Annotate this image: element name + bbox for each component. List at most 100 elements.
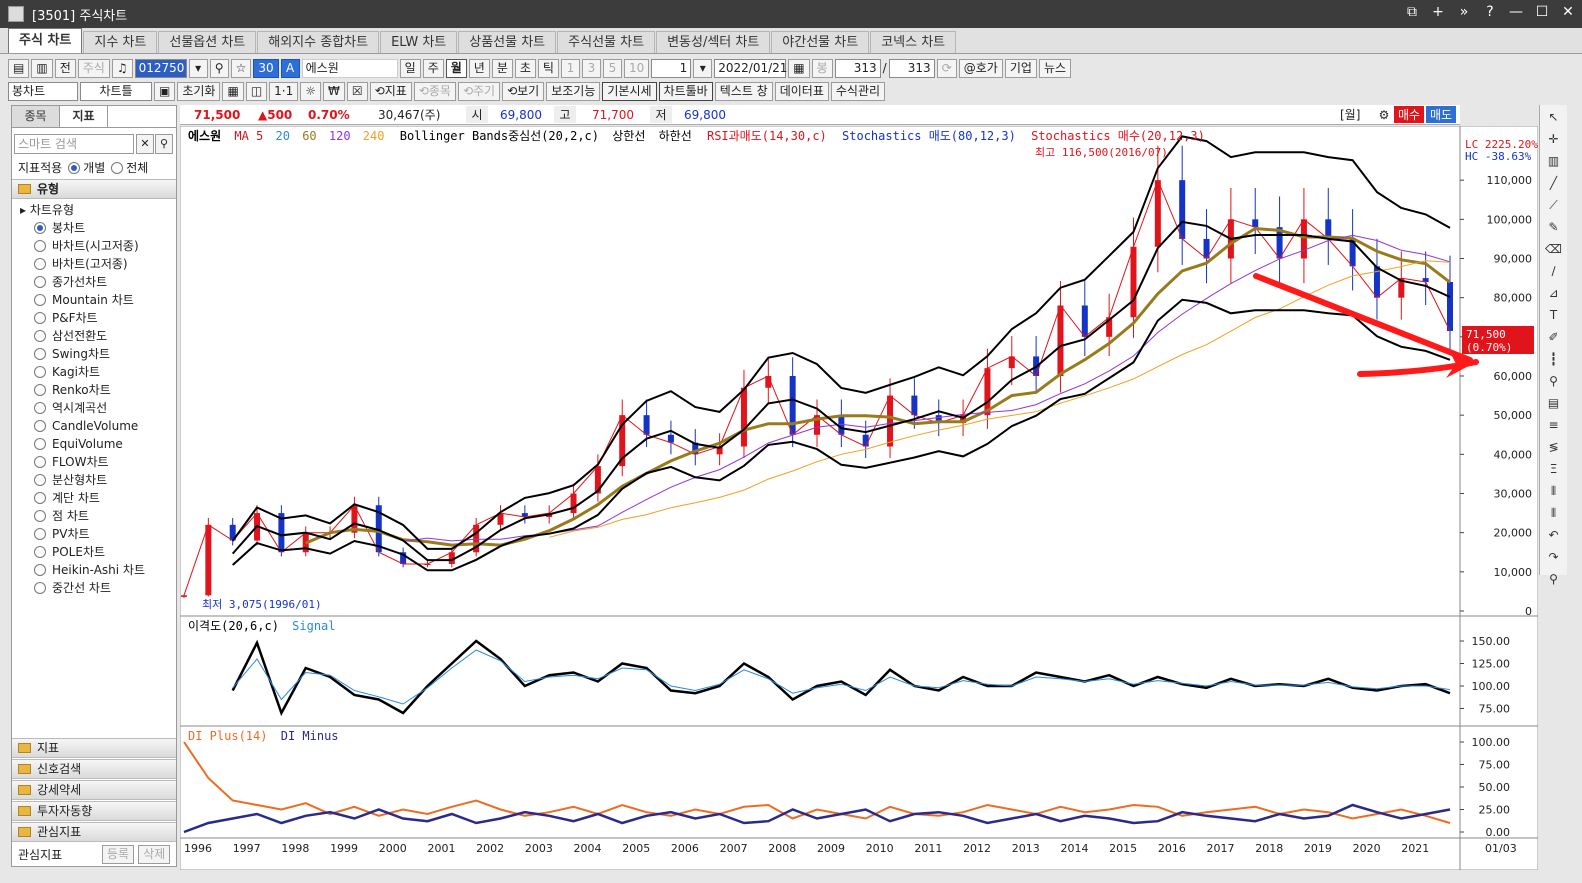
tab-elw[interactable]: ELW 차트 (380, 31, 458, 53)
zoom-icon[interactable]: ⚲ (1549, 572, 1558, 586)
vertical-lines-icon[interactable]: ⦀ (1550, 484, 1557, 498)
period-button[interactable]: ⟲주기 (457, 81, 501, 101)
company-button[interactable]: 기업 (1004, 58, 1037, 78)
grid-icon[interactable]: ▦ (222, 81, 244, 101)
register-button[interactable]: 등록 (102, 844, 135, 864)
bong-count-input[interactable]: 313 (834, 58, 881, 78)
data-table-button[interactable]: 데이터표 (774, 81, 829, 101)
count-input[interactable]: 1 (651, 58, 692, 78)
scope-individual-radio[interactable]: 개별 (68, 159, 105, 176)
basic-quote-button[interactable]: 기본시세 (602, 81, 657, 101)
eraser-icon[interactable]: ⌫ (1545, 242, 1562, 256)
buy-button[interactable]: 매수 (1394, 106, 1424, 123)
scope-all-radio[interactable]: 전체 (111, 159, 148, 176)
cycle-lines-icon[interactable]: ⦀ (1550, 506, 1557, 520)
redo-icon[interactable]: ↷ (1548, 550, 1559, 564)
stock-button[interactable]: 주식 (77, 58, 110, 78)
chart-type-option[interactable]: 삼선전환도 (20, 327, 170, 345)
code-dropdown-icon[interactable]: ▾ (188, 58, 208, 78)
line-icon[interactable]: ∕ (1551, 264, 1556, 278)
zigzag-icon[interactable]: ≶ (1548, 440, 1559, 454)
chart-type-option[interactable]: 역시계곡선 (20, 399, 170, 417)
group-favorites[interactable]: 관심지표 (12, 822, 176, 842)
chart-type-option[interactable]: Swing차트 (20, 345, 170, 363)
period-second[interactable]: 초 (514, 58, 536, 78)
group-investor[interactable]: 투자자동향 (12, 801, 176, 821)
magnify-icon[interactable]: ⚲ (1549, 374, 1558, 388)
chart-type-option[interactable]: 바차트(고저종) (20, 255, 170, 273)
hoga-button[interactable]: @호가 (958, 58, 1003, 78)
popout-icon[interactable]: ⧉ (1407, 4, 1417, 20)
news-button[interactable]: 뉴스 (1038, 58, 1072, 78)
chart-type-option[interactable]: 점 차트 (20, 507, 170, 525)
tab-volatility[interactable]: 변동성/섹터 차트 (656, 31, 771, 53)
num30-button[interactable]: 30 (253, 58, 279, 78)
period-month[interactable]: 월 (445, 58, 467, 78)
layout-icon[interactable]: ▤ (8, 58, 30, 78)
one-one-button[interactable]: 1·1 (269, 81, 299, 101)
count-5[interactable]: 5 (602, 58, 622, 78)
chart-type-option[interactable]: FLOW차트 (20, 453, 170, 471)
favorite-icon[interactable]: ☆ (230, 58, 252, 78)
text-window-button[interactable]: 텍스트 창 (714, 81, 773, 101)
chart-type-option[interactable]: P&F차트 (20, 309, 170, 327)
ray-icon[interactable]: ⟋ (1549, 198, 1558, 212)
sell-button[interactable]: 매도 (1426, 106, 1456, 123)
smart-search-input[interactable]: 스마트 검색 (14, 134, 134, 154)
layers-icon[interactable]: ▤ (1547, 396, 1560, 410)
calendar-icon[interactable]: ▦ (788, 58, 810, 78)
undo-icon[interactable]: ↶ (1548, 528, 1559, 542)
alarm-icon[interactable]: ♫ (111, 58, 133, 78)
delete-button[interactable]: 삭제 (138, 844, 171, 864)
chart-type-option[interactable]: CandleVolume (20, 417, 170, 435)
tab-commodity[interactable]: 상품선물 차트 (458, 31, 557, 53)
search-icon[interactable]: ⚲ (209, 58, 229, 78)
reset-button[interactable]: 초기화 (177, 81, 221, 101)
group-signal-search[interactable]: 신호검색 (12, 759, 176, 779)
jeon-button[interactable]: 전 (54, 58, 76, 78)
view-button[interactable]: ⟲보기 (502, 81, 545, 101)
formula-button[interactable]: 수식관리 (830, 81, 886, 101)
maximize-icon[interactable]: ☐ (1535, 4, 1549, 20)
add-icon[interactable]: + (1432, 4, 1444, 20)
a-button[interactable]: A (280, 58, 300, 78)
code-input[interactable]: 012750 (134, 58, 187, 78)
chart-type-option[interactable]: Kagi차트 (20, 363, 170, 381)
period-week[interactable]: 주 (422, 58, 444, 78)
chart-type-option[interactable]: 분산형차트 (20, 471, 170, 489)
more-icon[interactable]: » (1459, 4, 1469, 20)
group-type[interactable]: 유형 (12, 179, 176, 199)
won-icon[interactable]: ₩ (323, 81, 345, 101)
crosshair-icon[interactable]: ✛ (1548, 132, 1559, 146)
indicator-button[interactable]: ⟲지표 (369, 81, 412, 101)
trendline-icon[interactable]: ╱ (1549, 176, 1558, 190)
chart-type-option[interactable]: 계단 차트 (20, 489, 170, 507)
chart-type-option[interactable]: 중간선 차트 (20, 579, 170, 597)
count-10[interactable]: 10 (623, 58, 650, 78)
period-day[interactable]: 일 (399, 58, 421, 78)
clear-icon[interactable]: ✕ (136, 134, 154, 154)
tab-stock-chart[interactable]: 주식 차트 (8, 28, 83, 53)
pen-icon[interactable]: ✎ (1548, 220, 1559, 234)
chart-type-option[interactable]: Renko차트 (20, 381, 170, 399)
save-icon[interactable]: ▣ (154, 81, 176, 101)
brush-icon[interactable]: ✐ (1548, 330, 1559, 344)
compare-button[interactable]: ⟲종목 (413, 81, 456, 101)
tab-futures-options[interactable]: 선물옵션 차트 (158, 31, 257, 53)
count-3[interactable]: 3 (581, 58, 601, 78)
chart-toolbar-button[interactable]: 차트툴바 (658, 81, 713, 101)
candle-icon[interactable]: ┇ (1549, 352, 1558, 366)
tab-overseas-index[interactable]: 해외지수 종합차트 (257, 31, 380, 53)
aux-button[interactable]: 보조기능 (546, 81, 601, 101)
period-tick[interactable]: 틱 (537, 58, 559, 78)
minimize-icon[interactable]: — (1509, 4, 1523, 20)
chart-type-option[interactable]: 바차트(시고저종) (20, 237, 170, 255)
split-icon[interactable]: ◫ (245, 81, 268, 101)
tab-night-futures[interactable]: 야간선물 차트 (771, 31, 870, 53)
chart-settings-icon[interactable]: ⚙ (1378, 107, 1390, 122)
tab-index-chart[interactable]: 지수 차트 (83, 31, 158, 53)
chart-type-option[interactable]: EquiVolume (20, 435, 170, 453)
print-icon[interactable]: ▥ (31, 58, 53, 78)
fib-icon[interactable]: ≡ (1548, 418, 1559, 432)
period-minute[interactable]: 분 (491, 58, 513, 78)
